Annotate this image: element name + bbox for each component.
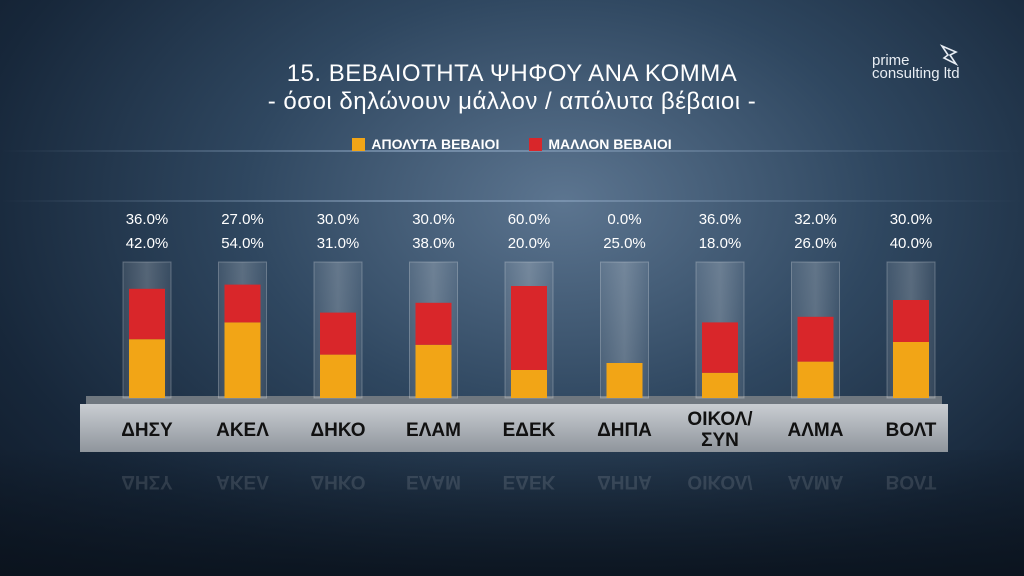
category-label-line2-7: ΣΥΝ (701, 430, 739, 451)
category-label-9: ΒΟΛΤ (886, 420, 937, 441)
label-absolutely-1: 42.0% (126, 235, 169, 252)
bar-absolutely-7 (702, 372, 738, 398)
base-platform-top (86, 396, 942, 406)
background-streak (0, 150, 1024, 152)
chart-title: 15. ΒΕΒΑΙΟΤΗΤΑ ΨΗΦΟΥ ΑΝΑ ΚΟΜΜΑ (286, 60, 738, 87)
legend-label-rather: ΜΑΛΛΟΝ ΒΕΒΑΙΟΙ (548, 136, 672, 152)
label-rather-1: 36.0% (126, 211, 169, 228)
bar-rather-5 (511, 286, 547, 370)
legend-swatch-absolutely (352, 137, 366, 151)
category-label-7: ΟΙΚΟΛ/ (687, 409, 753, 430)
label-absolutely-6: 25.0% (603, 235, 646, 252)
category-label-2: ΑΚΕΛ (216, 420, 269, 441)
logo-line2: consulting ltd (872, 65, 960, 82)
category-label-8: ΑΛΜΑ (788, 420, 844, 441)
bar-absolutely-3 (320, 354, 356, 398)
label-absolutely-5: 20.0% (508, 235, 551, 252)
bar-absolutely-1 (129, 339, 165, 398)
bar-rather-4 (415, 302, 452, 345)
category-label-3: ΔΗΚΟ (310, 420, 365, 441)
category-reflection-6: ΔΗΠΑ (597, 471, 652, 492)
bar-absolutely-2 (224, 322, 261, 398)
chart-subtitle: - όσοι δηλώνουν μάλλον / απόλυτα βέβαιοι… (267, 88, 757, 115)
category-reflection-8: ΑΛΜΑ (788, 471, 844, 492)
background-streak (0, 200, 1024, 202)
category-reflection-2: ΑΚΕΛ (216, 471, 269, 492)
label-absolutely-3: 31.0% (317, 235, 360, 252)
bar-absolutely-4 (415, 344, 452, 398)
floor (0, 450, 1024, 576)
category-reflection-3: ΔΗΚΟ (310, 471, 365, 492)
bar-rather-2 (224, 284, 261, 323)
category-label-6: ΔΗΠΑ (597, 420, 652, 441)
label-rather-7: 36.0% (699, 211, 742, 228)
label-rather-3: 30.0% (317, 211, 360, 228)
label-absolutely-4: 38.0% (412, 235, 455, 252)
legend-swatch-rather (529, 137, 543, 151)
label-rather-9: 30.0% (890, 211, 933, 228)
label-absolutely-7: 18.0% (699, 235, 742, 252)
category-reflection-4: ΕΛΑΜ (406, 471, 461, 492)
logo-mark-icon (939, 44, 959, 66)
label-absolutely-9: 40.0% (890, 235, 933, 252)
category-reflection-7: ΟΙΚΟΛ/ (687, 471, 753, 492)
bar-rather-3 (320, 312, 356, 355)
label-absolutely-8: 26.0% (794, 235, 837, 252)
bar-rather-9 (893, 300, 929, 342)
bar-rather-7 (702, 322, 738, 373)
legend-label-absolutely: ΑΠΟΛΥΤΑ ΒΕΒΑΙΟΙ (371, 136, 500, 152)
category-label-4: ΕΛΑΜ (406, 420, 461, 441)
category-label-5: ΕΔΕΚ (503, 420, 556, 441)
label-rather-2: 27.0% (221, 211, 264, 228)
label-rather-6: 0.0% (607, 211, 641, 228)
bar-rather-1 (129, 288, 165, 340)
title-block: 15. ΒΕΒΑΙΟΤΗΤΑ ΨΗΦΟΥ ΑΝΑ ΚΟΜΜΑ - όσοι δη… (0, 60, 1024, 116)
label-absolutely-2: 54.0% (221, 235, 264, 252)
bar-absolutely-5 (511, 370, 547, 398)
legend: ΑΠΟΛΥΤΑ ΒΕΒΑΙΟΙ ΜΑΛΛΟΝ ΒΕΒΑΙΟΙ (0, 136, 1024, 152)
category-reflection-9: ΒΟΛΤ (886, 471, 937, 492)
prime-consulting-logo: prime consulting ltd (872, 44, 982, 84)
label-rather-5: 60.0% (508, 211, 551, 228)
logo-text: prime consulting ltd (872, 52, 960, 82)
label-rather-4: 30.0% (412, 211, 455, 228)
bar-absolutely-9 (893, 342, 929, 398)
category-label-1: ΔΗΣΥ (121, 420, 173, 441)
legend-item-absolutely: ΑΠΟΛΥΤΑ ΒΕΒΑΙΟΙ (352, 136, 499, 152)
base-platform (80, 404, 948, 452)
category-reflection-5: ΕΔΕΚ (503, 471, 556, 492)
legend-item-rather: ΜΑΛΛΟΝ ΒΕΒΑΙΟΙ (529, 136, 672, 152)
logo-line1: prime (872, 52, 910, 69)
bar-absolutely-8 (797, 361, 834, 398)
category-reflection-1: ΔΗΣΥ (121, 471, 173, 492)
label-rather-8: 32.0% (794, 211, 837, 228)
bar-rather-8 (797, 316, 834, 362)
bar-absolutely-6 (606, 363, 643, 398)
